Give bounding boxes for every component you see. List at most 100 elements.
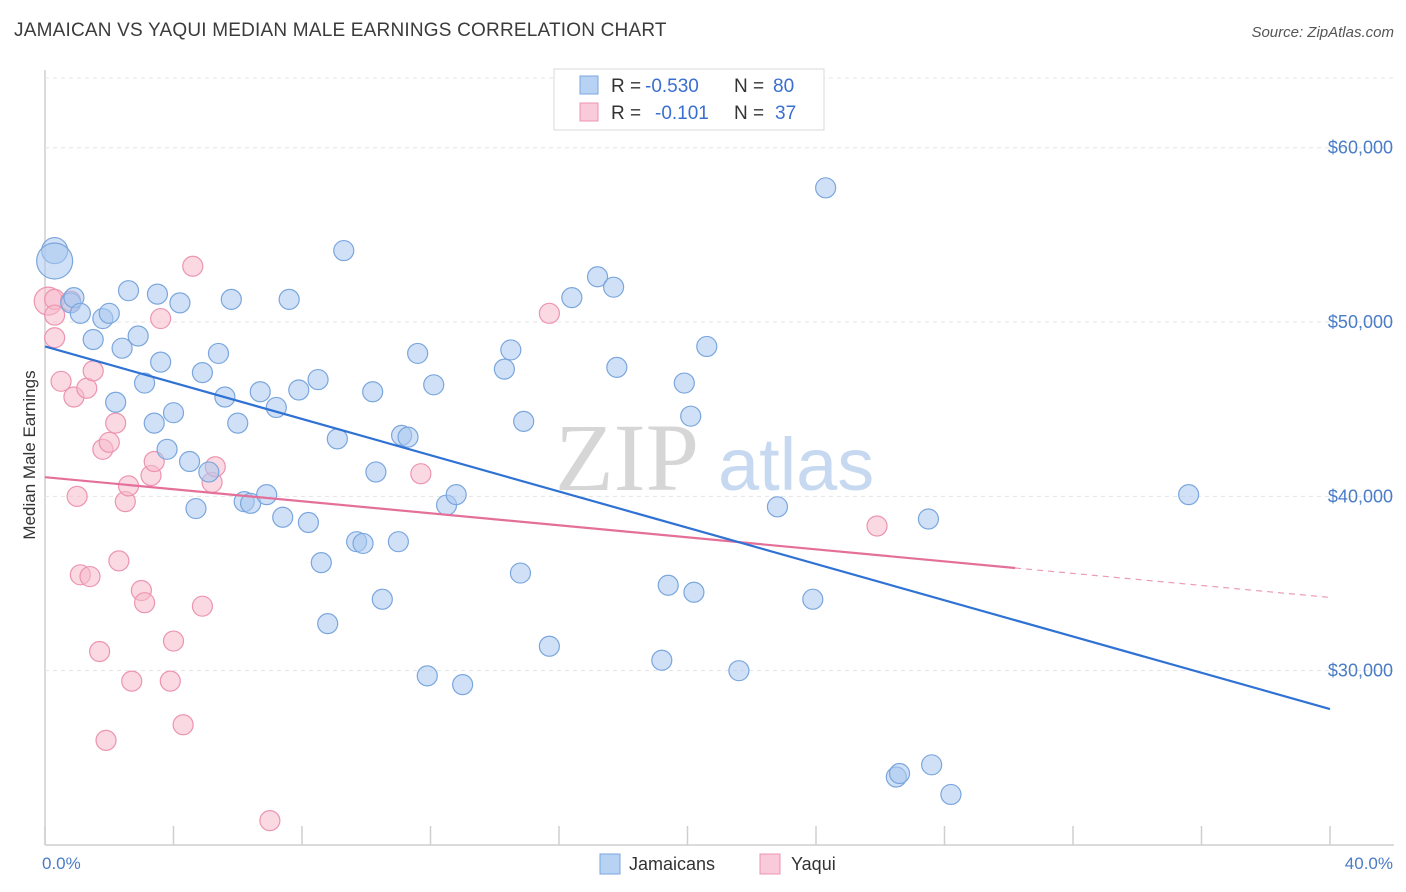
yaqui-point	[259, 809, 281, 832]
jamaicans-point	[387, 531, 409, 553]
legend-swatch-yaqui	[579, 102, 599, 122]
legend-jamaicans-r-label: R =	[611, 76, 641, 97]
jamaicans-point	[288, 379, 310, 401]
jamaicans-point	[1178, 484, 1200, 506]
jamaicans-point	[362, 381, 384, 403]
jamaicans-point	[105, 391, 127, 413]
jamaicans-point	[603, 276, 625, 298]
jamaicans-point	[249, 381, 271, 403]
watermark-atlas: atlas	[718, 423, 874, 506]
yaqui-point	[105, 412, 127, 434]
yaqui-point	[79, 565, 101, 588]
jamaicans-point	[500, 339, 522, 361]
jamaicans-point	[445, 484, 467, 506]
yaqui-point	[182, 255, 204, 277]
jamaicans-point	[178, 450, 201, 473]
legend-jamaicans-n-value: 80	[773, 76, 794, 97]
yaqui-point	[44, 304, 66, 326]
yaqui-point	[98, 431, 120, 453]
jamaicans-point	[371, 588, 393, 610]
yaqui-point	[191, 595, 214, 617]
jamaicans-point	[191, 361, 214, 384]
yaqui-point	[44, 327, 66, 349]
y-tick-label-40000: $40,000	[1328, 486, 1393, 506]
legend-jamaicans-n-label: N =	[734, 76, 764, 97]
jamaicans-point	[133, 372, 156, 394]
jamaicans-point	[586, 266, 609, 288]
jamaicans-point	[538, 635, 560, 657]
jamaicans-point	[673, 372, 695, 394]
bottom-legend-jamaicans: Jamaicans	[629, 854, 715, 874]
legend-jamaicans-r-value: -0.530	[645, 76, 699, 97]
jamaicans-point	[207, 342, 230, 365]
jamaicans-point	[111, 337, 133, 359]
y-tick-label-30000: $30,000	[1328, 661, 1393, 681]
jamaicans-point	[561, 287, 583, 309]
bottom-legend-yaqui: Yaqui	[791, 854, 836, 874]
yaqui-point	[172, 714, 194, 736]
series-legend: Jamaicans Yaqui	[599, 853, 836, 875]
jamaicans-point	[36, 242, 74, 280]
yaqui-trendline	[44, 476, 1016, 570]
jamaicans-point	[493, 358, 515, 380]
x-tick-label-max: 40.0%	[1345, 854, 1393, 873]
jamaicans-point	[162, 402, 185, 424]
yaqui-point	[159, 670, 181, 692]
jamaicans-point	[333, 239, 355, 262]
jamaicans-point	[307, 368, 329, 391]
bottom-legend-swatch-yaqui	[759, 853, 781, 875]
yaqui-point	[410, 463, 432, 485]
yaqui-point	[89, 640, 111, 663]
jamaicans-point	[802, 588, 824, 610]
jamaicans-point	[198, 461, 220, 483]
jamaicans-point	[509, 562, 532, 584]
jamaicans-point	[169, 292, 191, 314]
jamaicans-point	[452, 674, 474, 696]
jamaicans-point	[352, 532, 374, 555]
stats-legend-box	[553, 68, 825, 131]
jamaicans-point	[696, 335, 718, 358]
jamaicans-point	[185, 497, 207, 520]
legend-yaqui-n-label: N =	[734, 103, 764, 124]
yaqui-point	[133, 592, 156, 614]
yaqui-point	[143, 450, 165, 473]
jamaicans-point	[683, 581, 705, 603]
jamaicans-point	[146, 283, 169, 305]
jamaicans-point	[407, 342, 429, 365]
jamaicans-point	[416, 665, 438, 687]
legend-yaqui-r-label: R =	[611, 103, 641, 124]
y-tick-label-60000: $60,000	[1328, 138, 1393, 158]
jamaicans-point	[917, 508, 940, 530]
jamaicans-point	[423, 374, 445, 396]
jamaicans-point	[766, 496, 789, 518]
jamaicans-point	[397, 426, 419, 448]
jamaicans-point	[317, 613, 339, 635]
jamaicans-point	[921, 754, 943, 776]
source-label: Source: ZipAtlas.com	[1251, 24, 1394, 41]
jamaicans-point	[651, 649, 673, 671]
jamaicans-point	[657, 574, 679, 596]
watermark-zip: ZIP	[555, 404, 699, 511]
legend-swatch-jamaicans	[579, 75, 599, 95]
yaqui-point	[66, 485, 88, 507]
yaqui-point	[108, 550, 130, 572]
jamaicans-point	[150, 351, 172, 373]
jamaicans-point	[888, 762, 911, 785]
jamaicans-point	[278, 288, 300, 310]
jamaicans-point	[227, 412, 249, 434]
y-tick-label-50000: $50,000	[1328, 312, 1393, 332]
jamaicans-point	[513, 410, 535, 433]
yaqui-point	[866, 515, 888, 537]
jamaicans-point	[680, 405, 702, 427]
chart-title: JAMAICAN VS YAQUI MEDIAN MALE EARNINGS C…	[14, 20, 667, 41]
bottom-legend-swatch-jamaicans	[599, 853, 621, 875]
jamaicans-point	[728, 660, 750, 682]
jamaicans-point	[117, 280, 140, 302]
jamaicans-point	[940, 783, 962, 806]
jamaicans-point	[82, 328, 104, 351]
yaqui-point	[150, 307, 172, 330]
x-tick-label-min: 0.0%	[42, 854, 81, 873]
jamaicans-point	[297, 511, 320, 534]
jamaicans-point	[365, 461, 387, 483]
jamaicans-point	[272, 506, 294, 528]
